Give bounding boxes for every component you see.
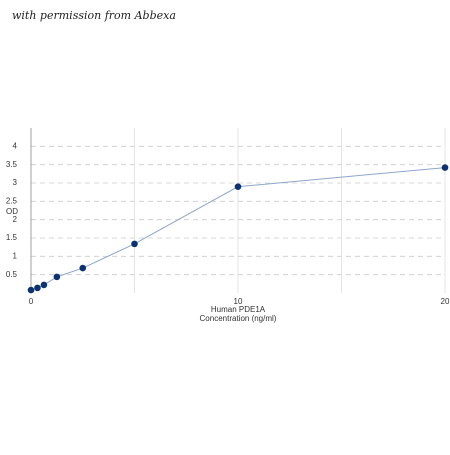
y-tick-label: 1 <box>13 251 18 260</box>
marker <box>40 281 48 289</box>
marker <box>441 164 449 171</box>
marker <box>27 286 35 294</box>
x-tick-label: 20 <box>441 297 450 306</box>
y-tick-label: 0.5 <box>6 270 18 279</box>
x-tick-label: 0 <box>29 297 34 306</box>
x-tick-label: 10 <box>234 297 243 306</box>
y-tick-label: 3.5 <box>6 160 18 169</box>
marker <box>234 183 242 190</box>
y-axis-label: OD <box>6 207 18 216</box>
y-tick-label: 2 <box>13 215 18 224</box>
x-axis-label: Concentration (ng/ml) <box>200 314 277 323</box>
marker <box>79 264 87 272</box>
y-tick-label: 3 <box>13 178 18 187</box>
marker <box>131 240 138 248</box>
y-tick-label: 2.5 <box>6 196 18 205</box>
y-tick-label: 1.5 <box>6 233 18 242</box>
y-tick-label: 4 <box>13 141 18 150</box>
marker <box>34 284 41 292</box>
x-axis-label: Human PDE1A <box>211 305 266 314</box>
watermark: with permission from Abbexa <box>12 9 176 22</box>
marker <box>53 273 61 281</box>
